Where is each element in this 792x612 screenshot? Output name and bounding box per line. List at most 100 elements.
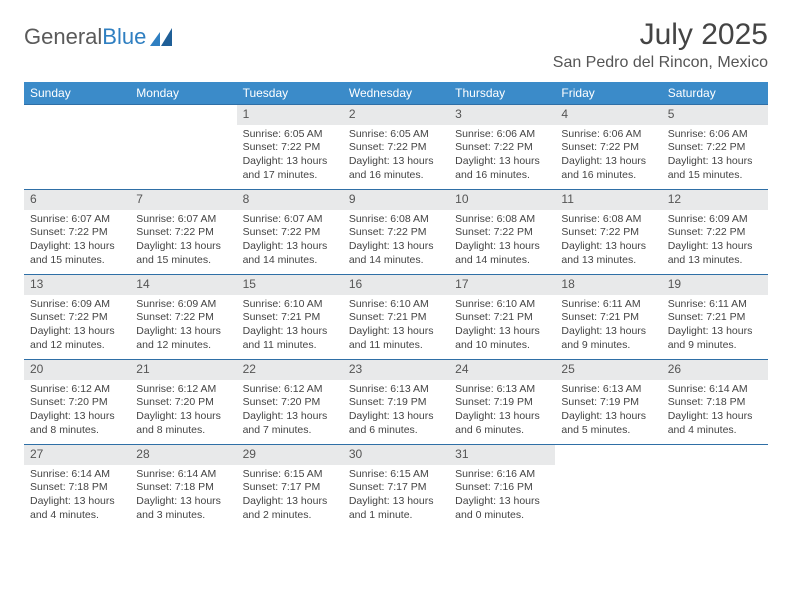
month-title: July 2025 [553, 18, 768, 52]
day-number: 9 [343, 190, 449, 210]
day-number: 11 [555, 190, 661, 210]
day-cell: 19Sunrise: 6:11 AMSunset: 7:21 PMDayligh… [662, 275, 768, 359]
sunrise-text: Sunrise: 6:11 AM [668, 298, 762, 312]
day-number: 17 [449, 275, 555, 295]
day-cell: 18Sunrise: 6:11 AMSunset: 7:21 PMDayligh… [555, 275, 661, 359]
logo-mark-icon [150, 28, 176, 46]
sunset-text: Sunset: 7:20 PM [136, 396, 230, 410]
day-content: Sunrise: 6:13 AMSunset: 7:19 PMDaylight:… [343, 380, 449, 442]
sunset-text: Sunset: 7:22 PM [455, 141, 549, 155]
sunset-text: Sunset: 7:18 PM [136, 481, 230, 495]
sunrise-text: Sunrise: 6:07 AM [136, 213, 230, 227]
day-cell: 17Sunrise: 6:10 AMSunset: 7:21 PMDayligh… [449, 275, 555, 359]
sunrise-text: Sunrise: 6:08 AM [561, 213, 655, 227]
weekday-header: Sunday Monday Tuesday Wednesday Thursday… [24, 82, 768, 104]
sunset-text: Sunset: 7:17 PM [349, 481, 443, 495]
day-number: 26 [662, 360, 768, 380]
day-content: Sunrise: 6:15 AMSunset: 7:17 PMDaylight:… [343, 465, 449, 527]
day-number: 10 [449, 190, 555, 210]
day-content: Sunrise: 6:11 AMSunset: 7:21 PMDaylight:… [662, 295, 768, 357]
daylight-text: Daylight: 13 hours and 3 minutes. [136, 495, 230, 522]
day-content: Sunrise: 6:13 AMSunset: 7:19 PMDaylight:… [449, 380, 555, 442]
daylight-text: Daylight: 13 hours and 5 minutes. [561, 410, 655, 437]
sunrise-text: Sunrise: 6:09 AM [668, 213, 762, 227]
day-content: Sunrise: 6:10 AMSunset: 7:21 PMDaylight:… [343, 295, 449, 357]
daylight-text: Daylight: 13 hours and 1 minute. [349, 495, 443, 522]
daylight-text: Daylight: 13 hours and 12 minutes. [30, 325, 124, 352]
sunrise-text: Sunrise: 6:10 AM [243, 298, 337, 312]
daylight-text: Daylight: 13 hours and 6 minutes. [455, 410, 549, 437]
day-cell: 21Sunrise: 6:12 AMSunset: 7:20 PMDayligh… [130, 360, 236, 444]
daylight-text: Daylight: 13 hours and 14 minutes. [455, 240, 549, 267]
sunrise-text: Sunrise: 6:10 AM [349, 298, 443, 312]
day-cell: 22Sunrise: 6:12 AMSunset: 7:20 PMDayligh… [237, 360, 343, 444]
sunset-text: Sunset: 7:20 PM [30, 396, 124, 410]
sunrise-text: Sunrise: 6:15 AM [349, 468, 443, 482]
day-cell: 5Sunrise: 6:06 AMSunset: 7:22 PMDaylight… [662, 105, 768, 189]
daylight-text: Daylight: 13 hours and 13 minutes. [668, 240, 762, 267]
sunrise-text: Sunrise: 6:14 AM [136, 468, 230, 482]
sunset-text: Sunset: 7:22 PM [349, 226, 443, 240]
day-cell: 27Sunrise: 6:14 AMSunset: 7:18 PMDayligh… [24, 445, 130, 529]
sunrise-text: Sunrise: 6:12 AM [243, 383, 337, 397]
calendar: Sunday Monday Tuesday Wednesday Thursday… [24, 82, 768, 529]
daylight-text: Daylight: 13 hours and 11 minutes. [349, 325, 443, 352]
day-cell: 15Sunrise: 6:10 AMSunset: 7:21 PMDayligh… [237, 275, 343, 359]
sunrise-text: Sunrise: 6:05 AM [243, 128, 337, 142]
sunrise-text: Sunrise: 6:16 AM [455, 468, 549, 482]
sunrise-text: Sunrise: 6:10 AM [455, 298, 549, 312]
sunset-text: Sunset: 7:21 PM [668, 311, 762, 325]
day-content: Sunrise: 6:14 AMSunset: 7:18 PMDaylight:… [24, 465, 130, 527]
sunset-text: Sunset: 7:19 PM [455, 396, 549, 410]
sunset-text: Sunset: 7:22 PM [561, 141, 655, 155]
day-cell: 29Sunrise: 6:15 AMSunset: 7:17 PMDayligh… [237, 445, 343, 529]
day-cell: 31Sunrise: 6:16 AMSunset: 7:16 PMDayligh… [449, 445, 555, 529]
header: GeneralBlue July 2025 San Pedro del Rinc… [24, 18, 768, 72]
day-content: Sunrise: 6:15 AMSunset: 7:17 PMDaylight:… [237, 465, 343, 527]
day-content: Sunrise: 6:12 AMSunset: 7:20 PMDaylight:… [237, 380, 343, 442]
sunset-text: Sunset: 7:21 PM [349, 311, 443, 325]
day-content: Sunrise: 6:05 AMSunset: 7:22 PMDaylight:… [237, 125, 343, 187]
day-content: Sunrise: 6:16 AMSunset: 7:16 PMDaylight:… [449, 465, 555, 527]
day-number: 2 [343, 105, 449, 125]
day-number: 20 [24, 360, 130, 380]
day-number: 6 [24, 190, 130, 210]
day-number: 22 [237, 360, 343, 380]
daylight-text: Daylight: 13 hours and 16 minutes. [455, 155, 549, 182]
sunrise-text: Sunrise: 6:09 AM [136, 298, 230, 312]
weekday-label: Saturday [662, 82, 768, 104]
weekday-label: Monday [130, 82, 236, 104]
day-content: Sunrise: 6:14 AMSunset: 7:18 PMDaylight:… [130, 465, 236, 527]
day-number: 8 [237, 190, 343, 210]
day-content: Sunrise: 6:08 AMSunset: 7:22 PMDaylight:… [343, 210, 449, 272]
day-cell: 25Sunrise: 6:13 AMSunset: 7:19 PMDayligh… [555, 360, 661, 444]
sunrise-text: Sunrise: 6:07 AM [243, 213, 337, 227]
sunrise-text: Sunrise: 6:13 AM [349, 383, 443, 397]
day-cell: 7Sunrise: 6:07 AMSunset: 7:22 PMDaylight… [130, 190, 236, 274]
sunrise-text: Sunrise: 6:12 AM [30, 383, 124, 397]
daylight-text: Daylight: 13 hours and 11 minutes. [243, 325, 337, 352]
day-number: 4 [555, 105, 661, 125]
week-row: 27Sunrise: 6:14 AMSunset: 7:18 PMDayligh… [24, 444, 768, 529]
daylight-text: Daylight: 13 hours and 16 minutes. [561, 155, 655, 182]
day-number: 15 [237, 275, 343, 295]
day-number: 28 [130, 445, 236, 465]
daylight-text: Daylight: 13 hours and 14 minutes. [349, 240, 443, 267]
day-content: Sunrise: 6:07 AMSunset: 7:22 PMDaylight:… [130, 210, 236, 272]
daylight-text: Daylight: 13 hours and 15 minutes. [136, 240, 230, 267]
day-number: 29 [237, 445, 343, 465]
day-content: Sunrise: 6:09 AMSunset: 7:22 PMDaylight:… [24, 295, 130, 357]
day-cell: 28Sunrise: 6:14 AMSunset: 7:18 PMDayligh… [130, 445, 236, 529]
day-content: Sunrise: 6:14 AMSunset: 7:18 PMDaylight:… [662, 380, 768, 442]
daylight-text: Daylight: 13 hours and 10 minutes. [455, 325, 549, 352]
day-cell: 3Sunrise: 6:06 AMSunset: 7:22 PMDaylight… [449, 105, 555, 189]
sunset-text: Sunset: 7:21 PM [561, 311, 655, 325]
week-row: 6Sunrise: 6:07 AMSunset: 7:22 PMDaylight… [24, 189, 768, 274]
day-cell: 13Sunrise: 6:09 AMSunset: 7:22 PMDayligh… [24, 275, 130, 359]
sunrise-text: Sunrise: 6:09 AM [30, 298, 124, 312]
daylight-text: Daylight: 13 hours and 9 minutes. [668, 325, 762, 352]
day-content: Sunrise: 6:10 AMSunset: 7:21 PMDaylight:… [449, 295, 555, 357]
week-row: 13Sunrise: 6:09 AMSunset: 7:22 PMDayligh… [24, 274, 768, 359]
day-cell: 16Sunrise: 6:10 AMSunset: 7:21 PMDayligh… [343, 275, 449, 359]
day-content: Sunrise: 6:13 AMSunset: 7:19 PMDaylight:… [555, 380, 661, 442]
